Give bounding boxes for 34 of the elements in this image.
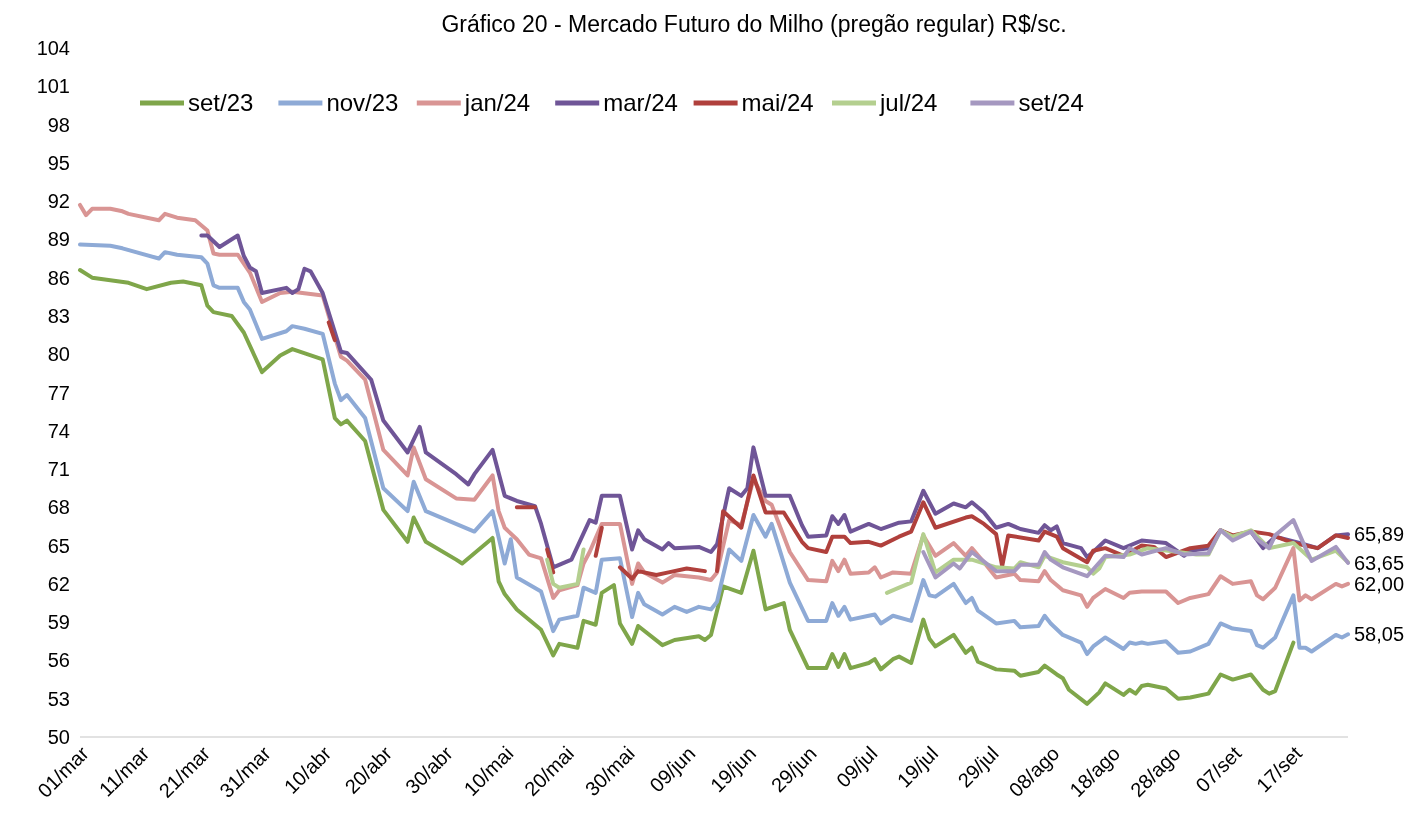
y-tick-label: 56 <box>47 649 70 672</box>
legend-label: jan/24 <box>463 89 531 116</box>
annotation: 65,89 <box>1354 523 1405 546</box>
y-tick-label: 65 <box>47 534 70 557</box>
y-tick-label: 89 <box>47 228 70 251</box>
chart-title: Gráfico 20 - Mercado Futuro do Milho (pregão regular) R$/sc. <box>441 11 1067 37</box>
legend-label: nov/23 <box>326 89 399 116</box>
y-tick-label: 53 <box>47 687 70 710</box>
legend-label: jul/24 <box>879 89 938 116</box>
legend-label: set/23 <box>188 89 254 116</box>
legend-label: mar/24 <box>603 89 678 116</box>
y-tick-label: 95 <box>47 151 70 174</box>
line-series <box>921 518 1350 580</box>
annotation: 58,05 <box>1354 623 1405 646</box>
y-tick-label: 50 <box>47 726 70 748</box>
y-tick-label: 101 <box>36 75 70 98</box>
y-tick-label: 74 <box>47 419 70 442</box>
y-tick-label: 59 <box>47 611 70 634</box>
line-series <box>78 268 1296 706</box>
line-series <box>78 242 1350 657</box>
y-tick-label: 83 <box>47 304 70 327</box>
y-tick-label: 92 <box>47 190 70 213</box>
y-tick-label: 98 <box>47 113 70 136</box>
y-tick-label: 62 <box>47 572 70 595</box>
legend-label: set/24 <box>1018 89 1084 116</box>
y-tick-label: 86 <box>47 266 70 289</box>
y-tick-label: 77 <box>47 381 70 404</box>
y-tick-label: 71 <box>47 458 70 481</box>
y-tick-label: 104 <box>36 37 70 59</box>
annotation: 62,00 <box>1354 572 1405 595</box>
y-tick-label: 80 <box>47 343 70 366</box>
annotation: 63,65 <box>1354 551 1405 574</box>
y-tick-label: 68 <box>47 496 70 519</box>
legend-label: mai/24 <box>741 89 814 116</box>
